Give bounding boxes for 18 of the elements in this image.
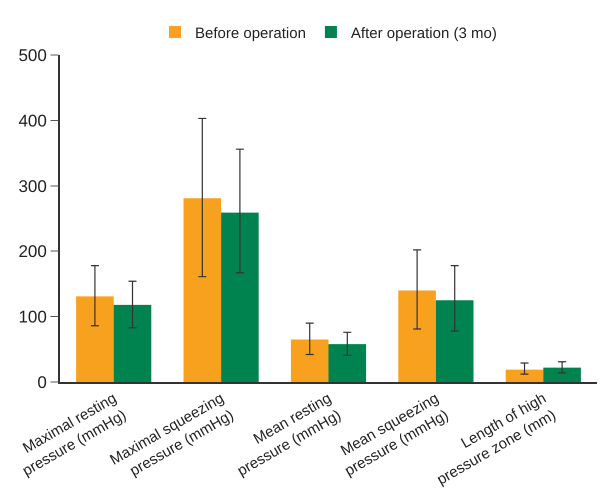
- y-tick-label: 0: [37, 372, 47, 392]
- bar: [221, 212, 259, 382]
- legend-label: After operation (3 mo): [350, 24, 497, 42]
- bar: [506, 370, 544, 382]
- bar: [290, 339, 328, 382]
- y-tick-label: 100: [18, 308, 47, 327]
- bar: [76, 296, 114, 382]
- legend-label: Before operation: [195, 24, 306, 42]
- y-tick-label: 400: [18, 111, 47, 130]
- y-tick-label: 200: [18, 242, 47, 262]
- y-tick-label: 300: [18, 176, 47, 196]
- y-tick-label: 500: [18, 46, 47, 65]
- bar: [328, 344, 366, 382]
- bar: [436, 300, 474, 382]
- bar: [398, 290, 436, 382]
- bar: [184, 198, 222, 382]
- bar: [114, 304, 152, 382]
- bar: [543, 368, 581, 382]
